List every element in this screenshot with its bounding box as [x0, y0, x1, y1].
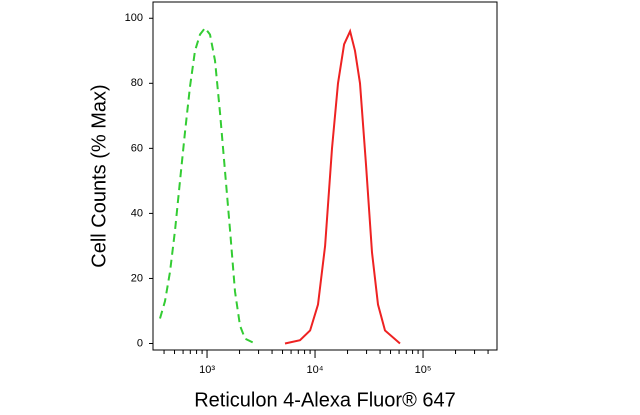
y-tick-label: 20 — [131, 272, 143, 284]
x-axis-label: Reticulon 4-Alexa Fluor® 647 — [194, 389, 456, 411]
x-tick-label: 10⁵ — [415, 364, 432, 376]
y-tick-label: 80 — [131, 77, 143, 89]
plot-frame — [152, 1, 498, 351]
series-line — [284, 28, 401, 345]
x-tick-label: 10⁴ — [307, 364, 324, 376]
y-axis-label: Cell Counts (% Max) — [88, 84, 110, 267]
y-tick-label: 40 — [131, 207, 143, 219]
series-line — [159, 26, 256, 345]
y-tick-label: 60 — [131, 142, 143, 154]
y-tick-label: 0 — [137, 337, 143, 349]
y-tick-label: 100 — [125, 12, 143, 24]
x-tick-label: 10³ — [199, 364, 215, 376]
